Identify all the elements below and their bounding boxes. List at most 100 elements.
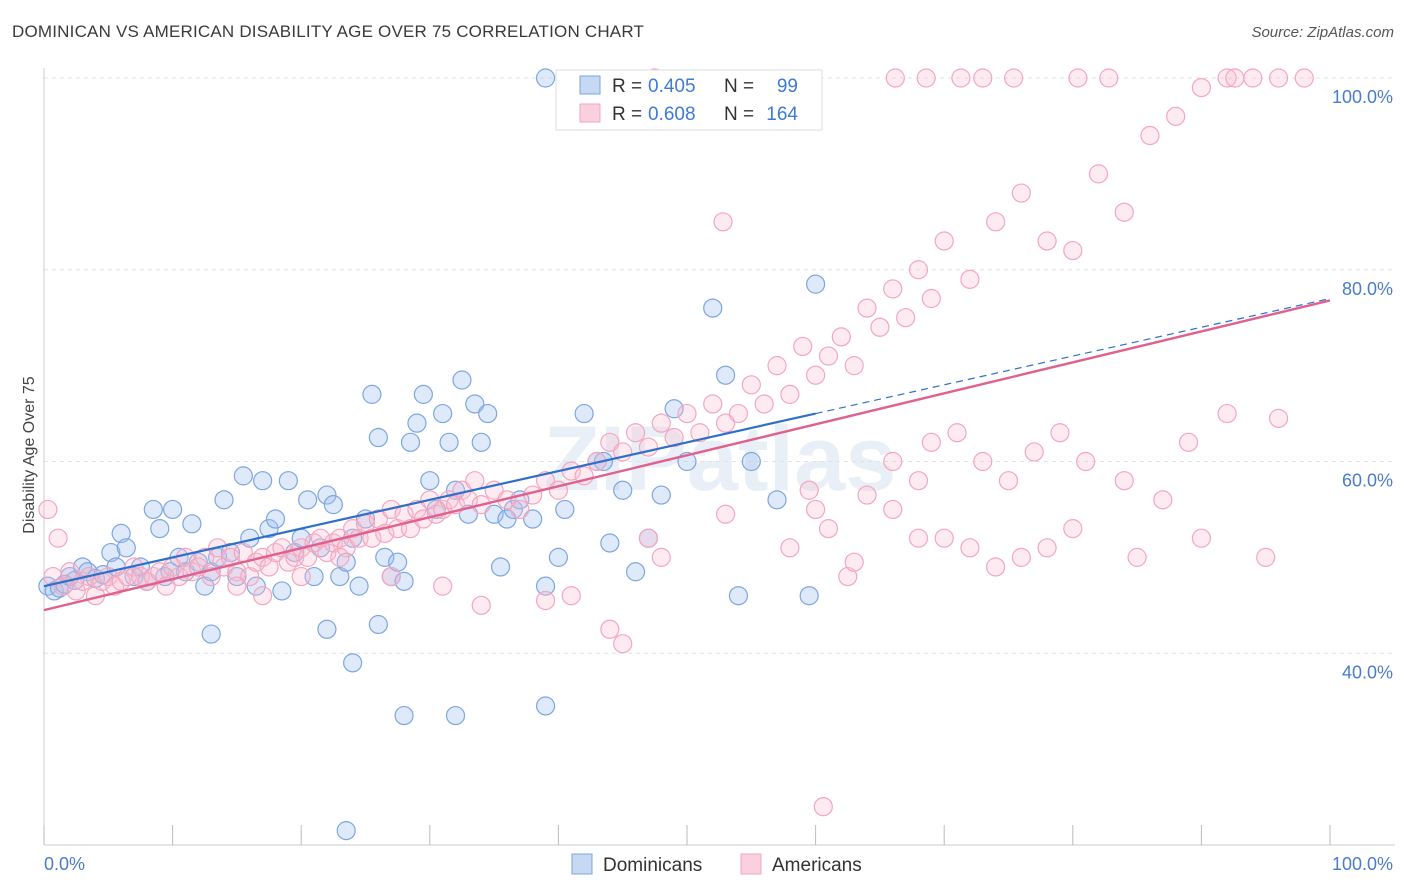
americans-point-142 (1256, 547, 1276, 567)
americans-point-41 (298, 547, 318, 567)
americans-point-100 (883, 279, 903, 299)
dominicans-point-73 (497, 509, 517, 529)
americans-point-98 (857, 298, 877, 318)
dominicans-point-10 (101, 542, 121, 563)
dominicans-point-18 (150, 519, 170, 539)
americans-point-127 (291, 566, 311, 587)
bottom-label-americans: Americans (772, 855, 862, 876)
americans-point-18 (150, 562, 170, 582)
americans-point-104 (934, 231, 954, 251)
americans-point-78 (600, 432, 620, 452)
americans-point-153 (921, 432, 941, 452)
americans-points (38, 68, 1314, 817)
dominicans-point-90 (703, 298, 723, 318)
americans-point-91 (767, 356, 787, 376)
gridlines (44, 77, 1395, 654)
bottom-swatch-dominicans (571, 853, 593, 875)
dominicans-point-21 (163, 499, 183, 520)
americans-point-109 (1063, 240, 1083, 261)
dominicans-point-57 (394, 571, 414, 591)
americans-point-84 (677, 403, 697, 424)
americans-point-149 (818, 519, 839, 539)
americans-point-144 (638, 528, 659, 548)
dominicans-point-53 (368, 427, 388, 448)
y-tick-label-2: 80.0% (1342, 279, 1393, 299)
bottom-legend: Dominicans Americans (571, 853, 862, 876)
chart-title: DOMINICAN VS AMERICAN DISABILITY AGE OVE… (12, 22, 645, 41)
americans-point-116 (1243, 68, 1263, 88)
dominicans-point-47 (330, 566, 350, 587)
americans-point-85 (690, 423, 710, 443)
americans-point-146 (780, 538, 800, 558)
dominicans-point-97 (201, 624, 221, 644)
dominicans-point-84 (613, 480, 633, 500)
americans-point-90 (754, 394, 774, 414)
legend: R = 0.405 N = 99 R = 0.608 N = 164 (555, 69, 823, 131)
legend-swatch-americans (579, 103, 601, 123)
dominicans-point-64 (439, 432, 459, 452)
americans-point-114 (1191, 77, 1212, 98)
dominicans-point-71 (484, 504, 504, 524)
americans-point-168 (916, 68, 936, 88)
americans-point-111 (1114, 202, 1134, 222)
dominicans-point-100 (368, 614, 388, 635)
americans-point-0 (38, 499, 58, 520)
americans-point-126 (330, 547, 350, 567)
y-tick-label-1: 60.0% (1342, 471, 1393, 491)
americans-point-172 (1068, 68, 1088, 88)
americans-point-123 (471, 595, 491, 615)
dominicans-point-66 (452, 370, 472, 390)
y-tick-label-3: 100.0% (1332, 87, 1393, 107)
bottom-swatch-americans (740, 853, 762, 875)
dominicans-point-99 (343, 653, 363, 673)
dominicans-point-94 (767, 490, 787, 510)
americans-point-32 (240, 566, 260, 587)
americans-point-145 (715, 504, 736, 524)
americans-point-124 (433, 576, 453, 596)
americans-point-117 (1268, 68, 1289, 88)
dominicans-point-103 (535, 696, 556, 716)
americans-point-51 (362, 528, 382, 548)
americans-point-125 (381, 566, 401, 587)
americans-point-139 (1063, 519, 1083, 539)
y-tick-labels: 40.0% 60.0% 80.0% 100.0% (1332, 87, 1393, 682)
dominicans-point-76 (523, 509, 543, 529)
americans-point-87 (715, 413, 736, 433)
dominicans-trend-extension (815, 297, 1331, 415)
americans-point-134 (934, 528, 954, 548)
americans-point-156 (998, 471, 1019, 491)
americans-point-151 (883, 451, 903, 472)
americans-point-157 (1024, 442, 1044, 462)
dominicans-point-42 (298, 490, 318, 510)
dominicans-point-32 (233, 466, 253, 486)
dominicans-point-92 (728, 586, 749, 606)
dominicans-point-95 (799, 586, 819, 606)
americans-point-171 (1004, 68, 1024, 88)
americans-point-2 (48, 528, 68, 548)
americans-point-93 (793, 336, 813, 357)
americans-point-155 (973, 451, 993, 472)
dominicans-point-52 (362, 384, 382, 404)
americans-point-143 (651, 547, 671, 567)
dominicans-point-78 (548, 547, 569, 567)
legend-r-label-americans: R = (612, 104, 642, 125)
dominicans-point-85 (625, 562, 646, 582)
dominicans-point-102 (445, 705, 466, 726)
dominicans-point-96 (805, 274, 826, 294)
dominicans-point-69 (471, 432, 491, 452)
americans-point-170 (973, 68, 993, 88)
legend-n-label-dominicans: N = (724, 76, 754, 97)
bottom-label-dominicans: Dominicans (603, 855, 702, 876)
dominicans-point-46 (323, 495, 343, 515)
americans-point-148 (805, 499, 826, 520)
dominicans-point-93 (741, 451, 761, 472)
dominicans-point-91 (715, 365, 736, 385)
americans-point-137 (1011, 547, 1031, 567)
dominicans-point-58 (400, 432, 421, 452)
americans-point-89 (741, 375, 761, 395)
americans-point-163 (1217, 403, 1237, 424)
americans-trend-line (43, 299, 1331, 612)
source-label: Source: ZipAtlas.com (1251, 24, 1394, 41)
x-tick-label-0: 0.0% (44, 854, 85, 874)
